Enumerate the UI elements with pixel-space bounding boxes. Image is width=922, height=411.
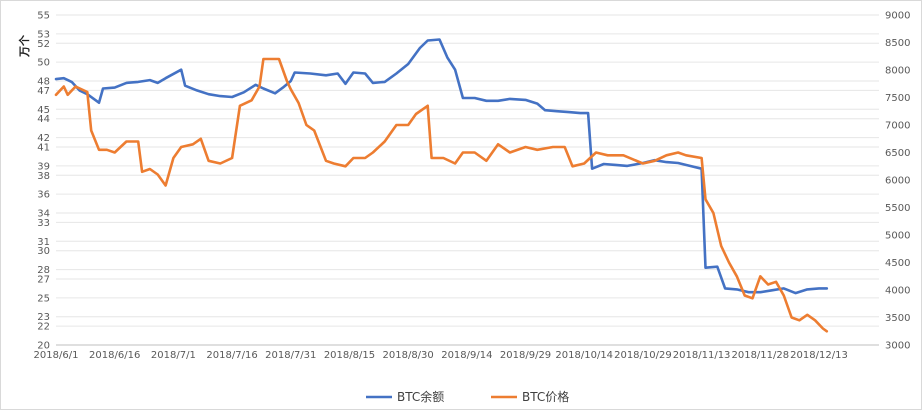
right-axis-ticks: 3000 3500 4000 4500 5000 5500 6000 6500 7000 7500… (885, 11, 910, 352)
right-tick-label: 4000 (885, 286, 910, 297)
right-tick-label: 6000 (885, 176, 910, 187)
x-tick-label: 2018/10/29 (614, 350, 672, 361)
left-tick-label: 31 (37, 237, 50, 248)
left-tick-label: 53 (37, 29, 50, 40)
right-tick-label: 3500 (885, 313, 910, 324)
left-tick-label: 50 (37, 58, 50, 69)
x-tick-label: 2018/6/16 (89, 350, 140, 361)
left-tick-label: 39 (37, 161, 50, 172)
left-tick-label: 42 (37, 133, 50, 144)
x-tick-label: 2018/7/31 (265, 350, 316, 361)
x-tick-label: 2018/7/1 (151, 350, 196, 361)
series-line-1 (54, 38, 829, 295)
left-tick-label: 52 (37, 39, 50, 50)
x-tick-label: 2018/7/16 (206, 350, 257, 361)
legend-label-2: BTC价格 (522, 389, 569, 404)
left-tick-label: 33 (37, 218, 50, 229)
left-tick-label: 48 (37, 77, 50, 88)
right-tick-label: 5000 (885, 231, 910, 242)
left-tick-label: 55 (37, 11, 50, 22)
grid-lines (56, 14, 879, 346)
left-tick-label: 30 (37, 246, 50, 257)
x-tick-label: 2018/11/13 (673, 350, 731, 361)
x-tick-label: 2018/12/13 (790, 350, 848, 361)
series-line-2 (54, 57, 829, 333)
x-tick-label: 2018/9/29 (500, 350, 551, 361)
x-tick-label: 2018/6/1 (34, 350, 79, 361)
x-tick-label: 2018/10/14 (555, 350, 613, 361)
left-tick-label: 36 (37, 190, 50, 201)
series-layer (54, 38, 829, 333)
left-tick-label: 20 (37, 341, 50, 352)
legend: BTC余额 BTC价格 (366, 389, 569, 404)
right-tick-label: 8500 (885, 38, 910, 49)
left-tick-label: 41 (37, 143, 50, 154)
right-tick-label: 7000 (885, 121, 910, 132)
x-tick-label: 2018/11/28 (731, 350, 789, 361)
right-tick-label: 5500 (885, 203, 910, 214)
left-tick-label: 45 (37, 105, 50, 116)
right-tick-label: 9000 (885, 11, 910, 22)
left-axis-title: 万个 (17, 34, 31, 58)
left-tick-label: 28 (37, 265, 50, 276)
right-tick-label: 8000 (885, 66, 910, 77)
left-tick-label: 23 (37, 312, 50, 323)
x-tick-label: 2018/8/30 (383, 350, 434, 361)
left-tick-label: 38 (37, 171, 50, 182)
right-tick-label: 7500 (885, 93, 910, 104)
left-tick-label: 34 (37, 209, 50, 220)
legend-label-1: BTC余额 (397, 389, 444, 404)
right-tick-label: 4500 (885, 258, 910, 269)
x-tick-label: 2018/9/14 (441, 350, 492, 361)
x-axis-ticks: 2018/6/1 2018/6/16 2018/7/1 2018/7/16 2018/7… (34, 350, 848, 361)
left-tick-label: 22 (37, 322, 50, 333)
right-tick-label: 3000 (885, 341, 910, 352)
x-tick-label: 2018/8/15 (324, 350, 375, 361)
left-tick-label: 47 (37, 86, 50, 97)
left-tick-label: 27 (37, 275, 50, 286)
left-tick-label: 44 (37, 114, 50, 125)
right-tick-label: 6500 (885, 148, 910, 159)
left-tick-label: 25 (37, 293, 50, 304)
